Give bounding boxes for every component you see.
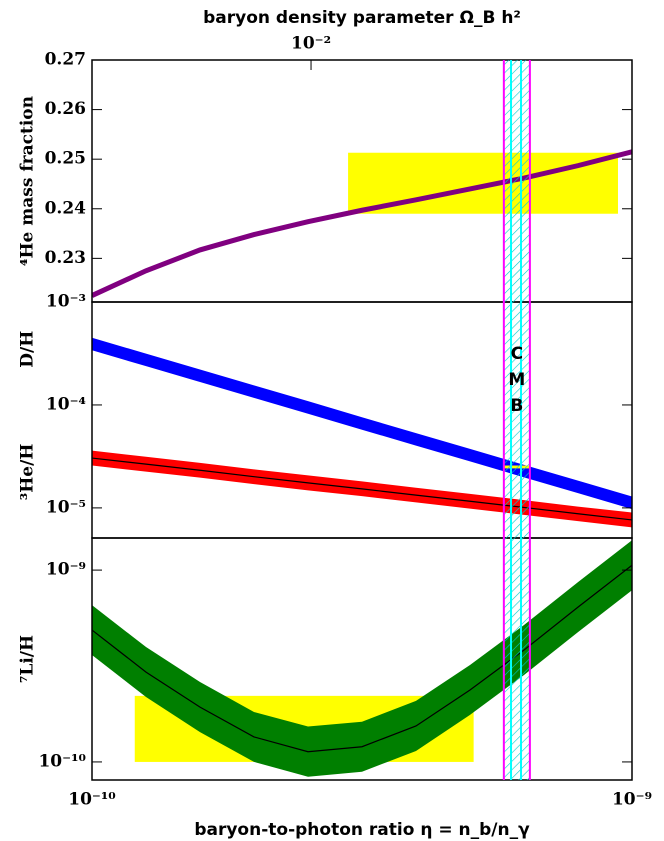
cmb-hatch [503, 60, 530, 780]
x-tick-label: 10⁻¹⁰ [68, 790, 116, 810]
y-tick-label: 10⁻⁵ [46, 497, 86, 517]
y-tick-label: 10⁻⁹ [46, 560, 86, 580]
y-tick-label: 0.24 [45, 198, 87, 218]
y-tick-label: 0.25 [45, 149, 86, 169]
y-axis-label: ⁴He mass fraction [18, 96, 38, 266]
y-axis-label: ³He/H [18, 444, 38, 501]
y-tick-label: 0.26 [45, 99, 86, 119]
plot-area [92, 149, 632, 298]
y-tick-label: 10⁻³ [46, 292, 86, 312]
central-line [92, 457, 632, 521]
uncertainty-band [92, 540, 632, 777]
y-tick-label: 0.27 [45, 50, 86, 70]
uncertainty-band [92, 337, 632, 510]
y-axis-label: ⁷Li/H [18, 635, 38, 683]
cmb-label: CMB [507, 344, 527, 422]
panel-frame [91, 537, 633, 781]
y-tick-label: 10⁻¹⁰ [38, 751, 86, 771]
curve [92, 149, 632, 298]
plot-area [92, 540, 632, 777]
central-line [92, 564, 632, 753]
x-tick-label: 10⁻⁹ [612, 790, 652, 810]
y-tick-label: 0.23 [45, 248, 86, 268]
y-tick-label: 10⁻⁴ [46, 394, 86, 414]
x2-axis-label: baryon density parameter Ω_B h² [203, 8, 521, 28]
x2-tick-label: 10⁻² [291, 34, 331, 54]
y-axis-label: D/H [18, 331, 38, 368]
plot-area [92, 337, 632, 528]
x-axis-label: baryon-to-photon ratio η = n_b/n_γ [194, 820, 530, 840]
